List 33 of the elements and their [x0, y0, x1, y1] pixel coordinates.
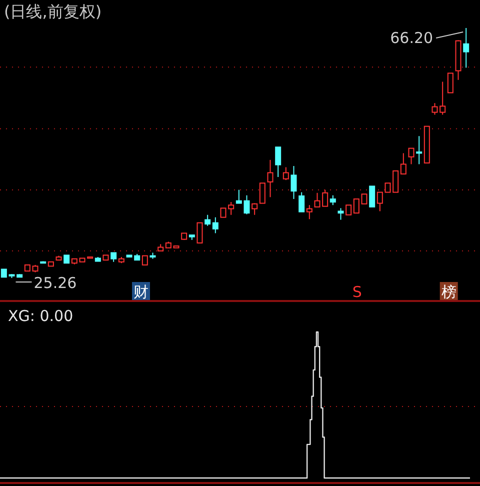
candlestick — [463, 28, 470, 68]
candlestick — [110, 252, 117, 262]
candlestick — [282, 166, 289, 181]
candlestick — [236, 189, 242, 204]
candlestick — [369, 186, 376, 208]
candlestick — [267, 159, 274, 198]
annotation: 66.20 — [390, 29, 434, 47]
candlestick — [447, 72, 454, 94]
candlestick — [416, 136, 422, 165]
chart-title: (日线,前复权) — [4, 2, 102, 21]
candlestick — [306, 204, 312, 220]
annotation: 25.26 — [34, 274, 77, 292]
candlestick — [361, 194, 368, 204]
candlestick — [142, 255, 148, 266]
text: 榜 — [441, 283, 456, 301]
candlestick — [259, 182, 266, 204]
candlestick — [290, 166, 297, 200]
candlestick — [353, 198, 360, 214]
candlestick — [196, 222, 203, 244]
candlestick — [298, 192, 305, 212]
candlestick — [244, 194, 250, 215]
text: 财 — [134, 283, 148, 301]
candlestick — [346, 204, 352, 216]
chart-title: XG: 0.00 — [8, 307, 74, 325]
candlestick — [408, 148, 414, 165]
candlestick — [338, 208, 344, 220]
candlestick — [330, 194, 336, 206]
candlestick — [400, 152, 406, 174]
candlestick — [275, 146, 282, 178]
text: S — [352, 283, 362, 301]
candlestick — [204, 214, 211, 226]
candlestick — [212, 216, 218, 234]
candlestick — [376, 192, 383, 212]
